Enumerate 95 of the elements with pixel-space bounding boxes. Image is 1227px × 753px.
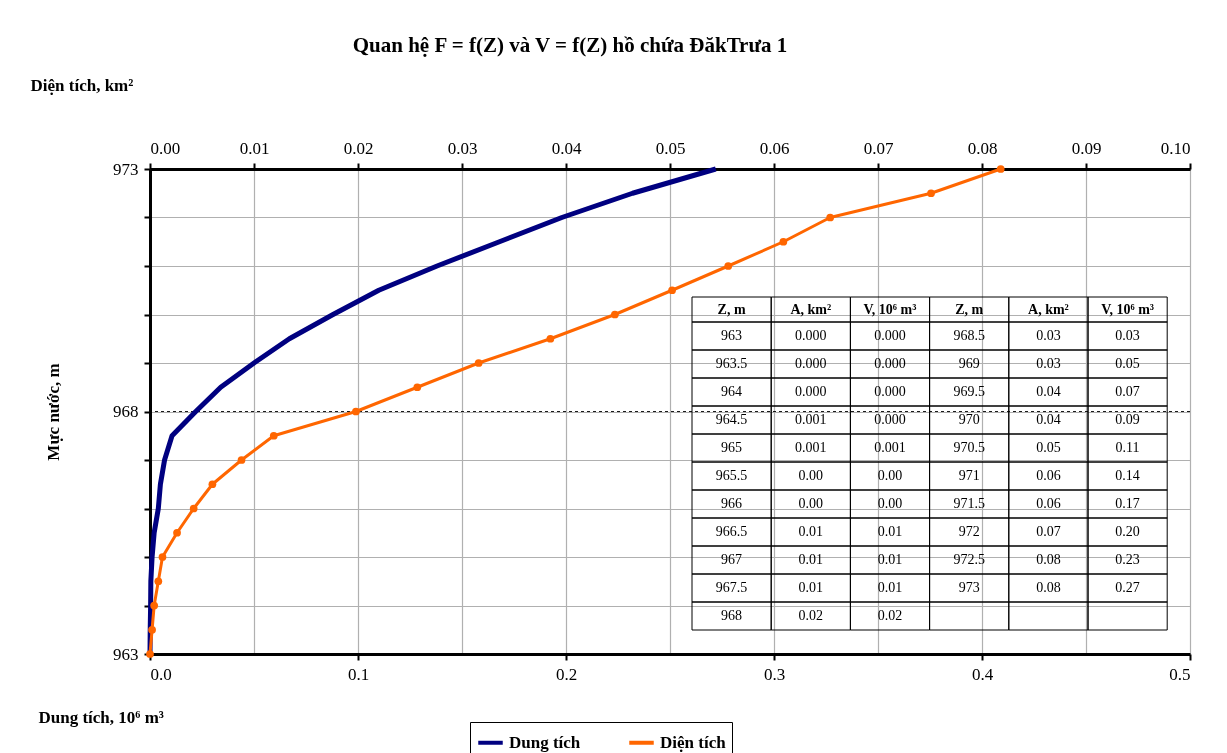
legend-label: Dung tích (509, 732, 581, 752)
annotation: 0.06 (1036, 468, 1061, 483)
annotation: 0.00 (798, 468, 824, 483)
annotation: A, km² (790, 301, 832, 317)
annotation: 0.04 (1036, 384, 1061, 399)
annotation: 966.5 (715, 524, 748, 539)
annotation: 0.000 (874, 384, 906, 399)
x2-tick-label: 0.04 (551, 138, 582, 158)
annotation: 0.000 (795, 328, 827, 343)
annotation: Z, m (717, 301, 746, 317)
annotation: 0.000 (874, 412, 906, 427)
x-tick-label: 0.2 (555, 664, 578, 684)
x-tick-label: 0.4 (971, 664, 994, 684)
annotation: 0.00 (877, 496, 903, 511)
annotation: V, 10⁶ m³ (863, 301, 917, 317)
annotation: 0.05 (1036, 440, 1061, 455)
annotation: 971 (958, 468, 980, 483)
annotation: 0.07 (1115, 384, 1140, 399)
annotation: 0.000 (795, 356, 827, 371)
x2-tick-label: 0.03 (447, 138, 478, 158)
annotation: 963 (721, 328, 743, 343)
x2-tick-label: 0.06 (759, 138, 790, 158)
annotation: 0.08 (1036, 580, 1061, 595)
annotation: 963.5 (715, 356, 748, 371)
annotation: 972.5 (953, 552, 985, 567)
x2-tick-label: 0.01 (239, 138, 270, 158)
annotation: 0.11 (1115, 440, 1140, 455)
annotation: 0.000 (795, 384, 827, 399)
annotation: 0.03 (1115, 328, 1140, 343)
annotation: 0.07 (1036, 524, 1061, 539)
annotation: 0.02 (877, 608, 903, 623)
annotation: 0.001 (874, 440, 906, 455)
annotation: 966 (721, 496, 743, 511)
annotation: 969 (958, 356, 980, 371)
annotation: 0.00 (798, 496, 824, 511)
annotation: 0.20 (1115, 524, 1140, 539)
annotation: 967.5 (715, 580, 748, 595)
annotation: 0.001 (795, 440, 827, 455)
annotation: 0.14 (1115, 468, 1140, 483)
annotation: 0.001 (795, 412, 827, 427)
x2-tick-label: 0.02 (343, 138, 374, 158)
annotation: 0.27 (1115, 580, 1140, 595)
annotation: 0.01 (877, 524, 903, 539)
annotation: 0.01 (877, 552, 903, 567)
annotation: 968 (721, 608, 743, 623)
annotation: 0.17 (1115, 496, 1140, 511)
legend-label: Diện tích (660, 732, 727, 752)
annotation: 967 (721, 552, 743, 567)
annotation: 964.5 (715, 412, 748, 427)
annotation: 0.01 (877, 580, 903, 595)
annotation: 970 (958, 412, 980, 427)
annotation: 0.01 (798, 580, 824, 595)
x2-tick-label: 0.05 (655, 138, 686, 158)
annotation: 965.5 (715, 468, 748, 483)
x2-tick-label: 0.09 (1071, 138, 1102, 158)
annotation: 0.000 (874, 328, 906, 343)
annotation: 0.03 (1036, 328, 1061, 343)
annotation: 973 (958, 580, 980, 595)
annotation: 0.01 (798, 552, 824, 567)
annotation: 0.01 (798, 524, 824, 539)
x2-tick-label: 0.00 (150, 138, 181, 158)
annotation: 965 (721, 440, 743, 455)
y-tick-label: 968 (113, 402, 139, 421)
y-tick-label: 963 (113, 644, 139, 664)
annotation: 0.23 (1115, 552, 1140, 567)
annotation: 0.08 (1036, 552, 1061, 567)
x-tick-label: 0.0 (150, 664, 172, 684)
annotation: V, 10⁶ m³ (1101, 301, 1155, 317)
x2-tick-label: 0.07 (863, 138, 894, 158)
annotation: 964 (721, 384, 743, 399)
chart-title: Quan hệ F = f(Z) và V = f(Z) hồ chứa ĐăkTrưa 1 (352, 33, 788, 57)
annotation: 0.06 (1036, 496, 1061, 511)
annotation: 0.03 (1036, 356, 1061, 371)
annotation: 970.5 (953, 440, 985, 455)
x2-tick-label: 0.10 (1160, 138, 1191, 158)
x-tick-label: 0.5 (1169, 664, 1191, 684)
x2-tick-label: 0.08 (967, 138, 998, 158)
annotation: 0.00 (877, 468, 903, 483)
x-tick-label: 0.3 (763, 664, 786, 684)
annotation: 0.09 (1115, 412, 1140, 427)
annotation: 0.02 (798, 608, 824, 623)
x-axis-title: Dung tích, 10⁶ m³ (38, 707, 164, 727)
annotation: A, km² (1028, 301, 1069, 317)
annotation: Z, m (955, 301, 984, 317)
annotation: 0.000 (874, 356, 906, 371)
y-axis-title: Mực nước, m (44, 363, 63, 461)
y-tick-label: 973 (113, 159, 139, 179)
x2-axis-title: Diện tích, km² (30, 75, 134, 95)
annotation: 971.5 (953, 496, 985, 511)
annotation: 968.5 (953, 328, 985, 343)
x-tick-label: 0.1 (347, 664, 370, 684)
annotation: 972 (958, 524, 980, 539)
annotation: 969.5 (953, 384, 985, 399)
annotation: 0.04 (1036, 412, 1061, 427)
annotation: 0.05 (1115, 356, 1140, 371)
